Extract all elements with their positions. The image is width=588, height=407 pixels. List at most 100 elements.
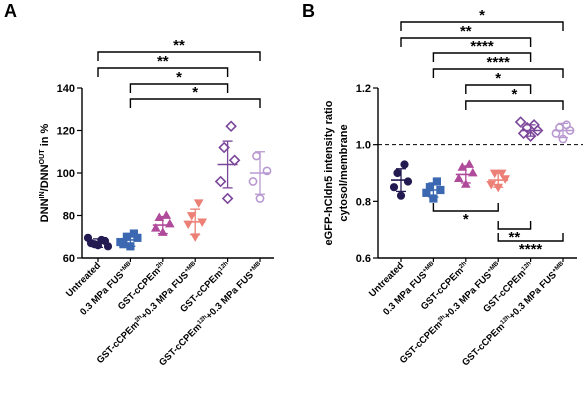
label-superscript: IN: [38, 191, 46, 198]
y-tick-label: 0.8: [356, 196, 371, 208]
data-point-square: [129, 229, 139, 238]
data-point-triangle-down: [197, 218, 208, 228]
series-2: [150, 210, 175, 236]
data-point-triangle-down: [193, 199, 204, 208]
significance-label: *: [511, 86, 517, 103]
panel-label-b: B: [302, 1, 315, 21]
y-axis-label: DNNIN/DNNOUT in %: [38, 123, 51, 222]
label-text: eGFP-hCldn5 intensity ratio: [323, 100, 335, 245]
series-1: [116, 229, 142, 251]
data-point-circle: [83, 233, 93, 242]
data-point-triangle-down: [489, 169, 500, 179]
data-point-square: [126, 242, 135, 251]
series-5: [248, 151, 272, 203]
data-point-circle: [403, 177, 413, 186]
data-point-circle: [255, 194, 265, 203]
significance-bracket: [432, 68, 564, 78]
series-0: [389, 160, 413, 200]
y-tick-label: 60: [63, 253, 75, 265]
data-point-triangle: [154, 212, 165, 222]
label-text: GST-cCPEm: [460, 321, 507, 368]
label-superscript: 2h: [134, 313, 144, 323]
data-point-diamond: [514, 116, 527, 128]
significance-label-bottom: *: [463, 211, 469, 228]
significance-label-bottom: ****: [519, 241, 543, 258]
data-point-circle: [400, 160, 409, 169]
label-text: GST-cCPEm: [157, 321, 204, 368]
significance-bracket-bottom: [497, 233, 564, 242]
data-point-triangle-down: [493, 183, 504, 193]
significance-bracket: [97, 67, 229, 77]
label-text: GST-cCPEm: [398, 319, 445, 366]
significance-label: **: [460, 23, 472, 40]
data-point-circle: [393, 168, 402, 178]
label-superscript: OUT: [38, 149, 46, 165]
significance-bracket: [129, 83, 229, 93]
label-superscript: 2h: [437, 313, 447, 323]
data-point-diamond: [528, 119, 540, 131]
data-point-square: [432, 177, 441, 186]
data-point-diamond: [218, 141, 230, 154]
data-point-triangle: [161, 210, 172, 219]
data-point-circle: [103, 242, 113, 251]
series-3: [486, 169, 511, 193]
series-2: [453, 159, 478, 188]
y-tick-label: 0.6: [356, 253, 371, 265]
significance-label: **: [173, 37, 185, 54]
data-point-diamond: [221, 192, 234, 205]
series-3: [183, 199, 208, 242]
data-point-triangle-down: [183, 220, 194, 230]
significance-label: *: [479, 7, 485, 24]
data-point-circle: [389, 183, 399, 192]
data-point-circle: [562, 120, 571, 130]
significance-label: ****: [487, 54, 511, 71]
series-0: [83, 233, 113, 251]
significance-bracket: [465, 100, 564, 110]
data-point-circle: [262, 166, 272, 176]
data-point-triangle: [467, 167, 478, 177]
label-text: in %: [39, 123, 51, 149]
data-point-triangle-down: [190, 233, 201, 242]
y-axis-label-line-2: cytosol/membrane: [338, 124, 350, 221]
data-point-circle: [396, 191, 406, 200]
significance-bracket: [465, 84, 532, 94]
series-4: [214, 120, 241, 205]
y-tick-label: 1.0: [356, 140, 371, 152]
y-tick-label: 100: [57, 168, 75, 180]
significance-label-bottom: **: [509, 229, 521, 246]
y-axis-label: eGFP-hCldn5 intensity ratio: [323, 100, 335, 245]
label-text: /DNN: [39, 164, 51, 191]
significance-label: *: [192, 84, 198, 101]
data-point-triangle: [164, 218, 175, 228]
data-point-diamond: [214, 175, 227, 188]
data-point-diamond: [228, 154, 241, 167]
significance-label: *: [176, 69, 182, 86]
panel-label-a: A: [4, 1, 17, 21]
significance-label: **: [157, 53, 169, 70]
data-point-triangle: [457, 162, 468, 171]
series-5: [551, 120, 575, 144]
y-tick-label: 140: [57, 83, 75, 95]
data-point-circle: [90, 240, 99, 249]
label-superscript: 2h: [458, 260, 468, 270]
significance-label: *: [495, 70, 501, 87]
data-point-triangle-down: [500, 175, 511, 184]
data-point-square: [429, 194, 438, 203]
data-point-triangle: [460, 179, 471, 188]
significance-bracket: [129, 98, 261, 108]
data-point-square: [436, 185, 445, 195]
data-point-square: [116, 237, 125, 247]
significance-bracket-bottom: [497, 221, 532, 230]
label-text: cytosol/membrane: [338, 124, 350, 221]
significance-bracket: [97, 51, 261, 61]
significance-bracket: [400, 21, 564, 31]
data-point-square: [425, 183, 434, 192]
data-point-triangle-down: [496, 169, 507, 179]
y-tick-label: 80: [63, 211, 75, 223]
data-point-circle: [97, 235, 106, 245]
data-point-circle: [252, 151, 261, 161]
y-tick-label: 120: [57, 126, 75, 138]
